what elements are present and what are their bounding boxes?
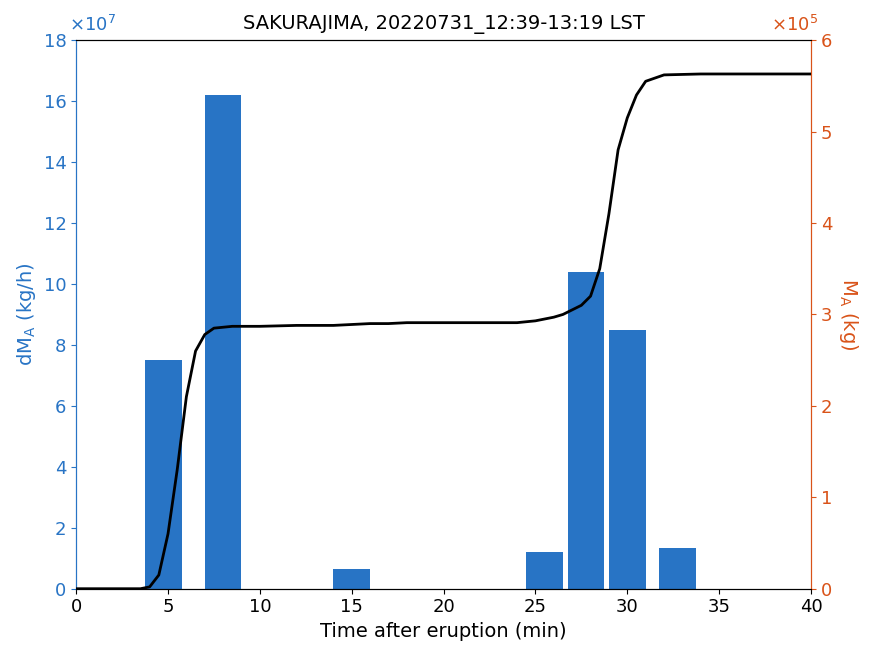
Bar [145, 360, 182, 588]
Y-axis label: $\mathrm{dM_A}$ (kg/h): $\mathrm{dM_A}$ (kg/h) [15, 262, 38, 366]
Bar [205, 95, 242, 588]
Text: $\times10^5$: $\times10^5$ [771, 14, 818, 35]
Bar [609, 330, 646, 588]
Bar [333, 569, 370, 588]
Bar [526, 552, 563, 588]
Y-axis label: $\mathrm{M_A}$ (kg): $\mathrm{M_A}$ (kg) [837, 278, 860, 350]
Title: SAKURAJIMA, 20220731_12:39-13:19 LST: SAKURAJIMA, 20220731_12:39-13:19 LST [242, 15, 645, 34]
Bar [660, 548, 696, 588]
X-axis label: Time after eruption (min): Time after eruption (min) [320, 622, 567, 641]
Text: $\times10^7$: $\times10^7$ [69, 14, 116, 35]
Bar [568, 272, 605, 588]
